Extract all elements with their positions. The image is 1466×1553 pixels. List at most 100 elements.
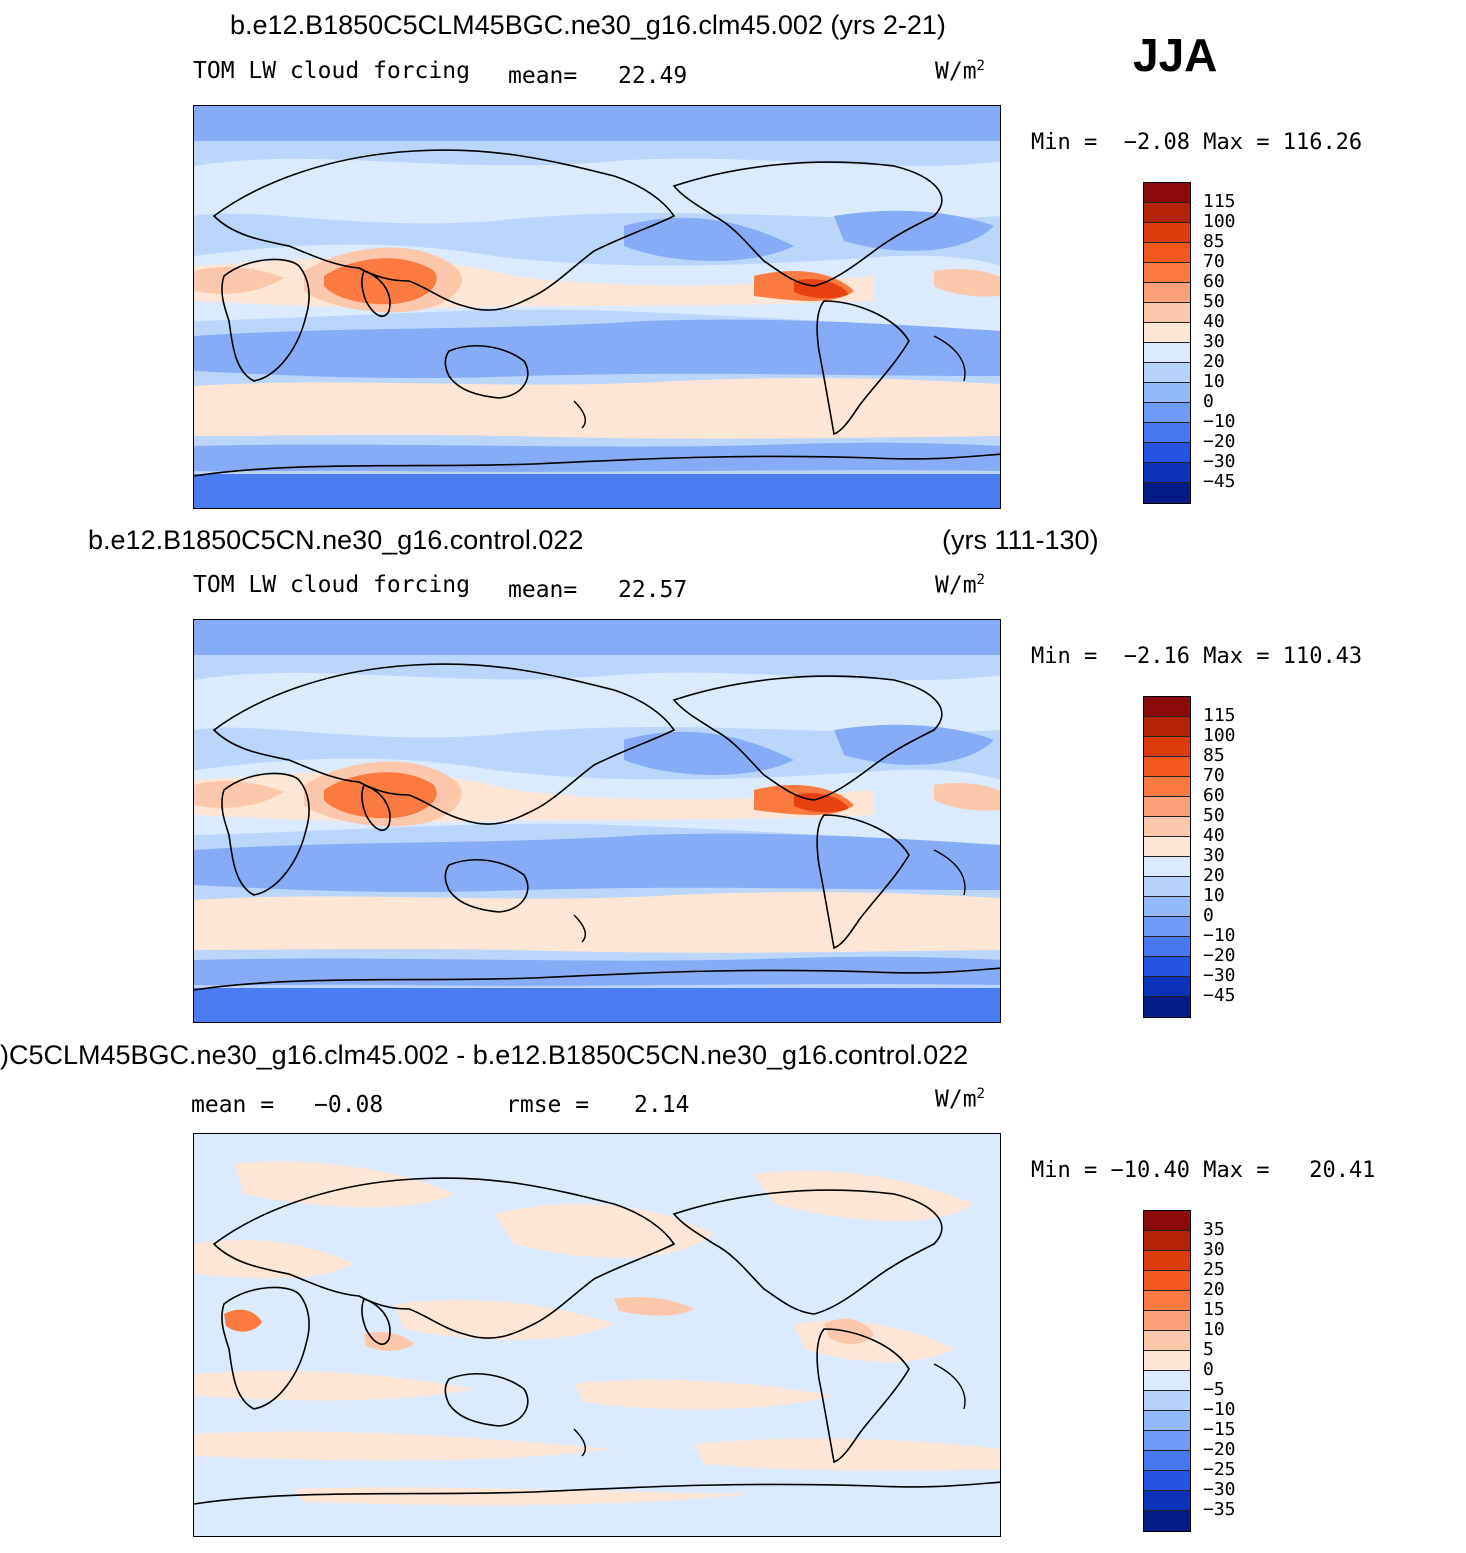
max-label: Max =	[1203, 1158, 1270, 1183]
colorbar-tick-label: 70	[1203, 765, 1225, 786]
colorbar-tick-label: −20	[1203, 945, 1236, 966]
colorbar-tick-label: 30	[1203, 845, 1225, 866]
colorbar-tick-label: 10	[1203, 885, 1225, 906]
colorbar-swatch	[1144, 717, 1190, 737]
colorbar-swatch	[1144, 483, 1190, 503]
colorbar-tick-label: 20	[1203, 1279, 1225, 1300]
colorbar-swatch	[1144, 243, 1190, 263]
colorbar-swatch	[1144, 1271, 1190, 1291]
colorbar-swatch	[1144, 817, 1190, 837]
colorbar-swatch	[1144, 403, 1190, 423]
colorbar-tick-label: −45	[1203, 471, 1236, 492]
panel-3-units: W/m2	[935, 1086, 985, 1113]
colorbar-tick-label: 30	[1203, 331, 1225, 352]
colorbar-swatch	[1144, 383, 1190, 403]
colorbar-swatch	[1144, 897, 1190, 917]
colorbar-swatch	[1144, 997, 1190, 1017]
colorbar-swatch	[1144, 363, 1190, 383]
colorbar-tick-label: −20	[1203, 1439, 1236, 1460]
colorbar-swatch	[1144, 303, 1190, 323]
max-label: Max =	[1203, 130, 1270, 155]
colorbar-tick-label: 115	[1203, 705, 1236, 726]
colorbar-tick-label: −30	[1203, 451, 1236, 472]
panel-3-colorbar	[1143, 1210, 1191, 1532]
colorbar-tick-label: 20	[1203, 865, 1225, 886]
colorbar-tick-label: −45	[1203, 985, 1236, 1006]
colorbar-tick-label: 40	[1203, 825, 1225, 846]
colorbar-swatch	[1144, 757, 1190, 777]
colorbar-swatch	[1144, 1411, 1190, 1431]
panel-2-mean-value: 22.57	[618, 577, 688, 603]
colorbar-tick-label: 100	[1203, 725, 1236, 746]
map-canvas	[194, 1134, 1000, 1536]
season-label: JJA	[1133, 29, 1218, 81]
min-label: Min =	[1031, 1158, 1098, 1183]
colorbar-swatch	[1144, 1511, 1190, 1531]
colorbar-tick-label: 35	[1203, 1219, 1225, 1240]
colorbar-swatch	[1144, 203, 1190, 223]
colorbar-tick-label: 70	[1203, 251, 1225, 272]
min-label: Min =	[1031, 130, 1098, 155]
colorbar-swatch	[1144, 797, 1190, 817]
colorbar-swatch	[1144, 1331, 1190, 1351]
colorbar-tick-label: 85	[1203, 745, 1225, 766]
max-value: 116.26	[1282, 130, 1363, 155]
colorbar-swatch	[1144, 1351, 1190, 1371]
colorbar-tick-label: 50	[1203, 291, 1225, 312]
map-canvas	[194, 106, 1000, 508]
panel-2-units: W/m2	[935, 572, 985, 599]
colorbar-tick-label: 60	[1203, 785, 1225, 806]
max-value: 110.43	[1282, 644, 1363, 669]
colorbar-swatch	[1144, 1371, 1190, 1391]
panel-2-mean-label: mean=	[508, 577, 578, 603]
colorbar-tick-label: −25	[1203, 1459, 1236, 1480]
colorbar-tick-label: 10	[1203, 1319, 1225, 1340]
panel-3-mean-label: mean =	[191, 1092, 275, 1118]
colorbar-tick-label: −20	[1203, 431, 1236, 452]
colorbar-swatch	[1144, 917, 1190, 937]
panel-1-title: b.e12.B1850C5CLM45BGC.ne30_g16.clm45.002…	[230, 10, 946, 40]
colorbar-tick-label: 5	[1203, 1339, 1214, 1360]
colorbar-swatch	[1144, 1491, 1190, 1511]
panel-2-field: TOM LW cloud forcing	[193, 572, 470, 598]
colorbar-swatch	[1144, 1311, 1190, 1331]
colorbar-swatch	[1144, 1251, 1190, 1271]
colorbar-tick-label: 30	[1203, 1239, 1225, 1260]
colorbar-tick-label: 50	[1203, 805, 1225, 826]
panel-2-title: b.e12.B1850C5CN.ne30_g16.control.022	[88, 525, 584, 555]
colorbar-swatch	[1144, 1391, 1190, 1411]
colorbar-swatch	[1144, 837, 1190, 857]
colorbar-swatch	[1144, 737, 1190, 757]
panel-1-map	[193, 105, 1001, 509]
colorbar-tick-label: 40	[1203, 311, 1225, 332]
colorbar-tick-label: 85	[1203, 231, 1225, 252]
colorbar-swatch	[1144, 1291, 1190, 1311]
colorbar-tick-label: −30	[1203, 1479, 1236, 1500]
colorbar-swatch	[1144, 1211, 1190, 1231]
colorbar-swatch	[1144, 263, 1190, 283]
colorbar-swatch	[1144, 697, 1190, 717]
colorbar-tick-label: −5	[1203, 1379, 1225, 1400]
min-value: −2.16	[1123, 644, 1190, 669]
colorbar-swatch	[1144, 283, 1190, 303]
panel-1-mean-label: mean=	[508, 63, 578, 89]
colorbar-swatch	[1144, 957, 1190, 977]
colorbar-swatch	[1144, 857, 1190, 877]
panel-3-minmax: Min = −10.40 Max = 20.41	[1031, 1158, 1375, 1183]
colorbar-swatch	[1144, 977, 1190, 997]
colorbar-swatch	[1144, 877, 1190, 897]
colorbar-tick-label: 0	[1203, 905, 1214, 926]
colorbar-swatch	[1144, 777, 1190, 797]
colorbar-swatch	[1144, 1471, 1190, 1491]
colorbar-swatch	[1144, 1231, 1190, 1251]
panel-2-colorbar-labels: 115 100 85 70 60 50 40 30 20 10 0 −10 −20 −30 −45	[1203, 706, 1236, 1006]
colorbar-swatch	[1144, 1431, 1190, 1451]
min-value: −2.08	[1123, 130, 1190, 155]
max-label: Max =	[1203, 644, 1270, 669]
colorbar-tick-label: 60	[1203, 271, 1225, 292]
max-value: 20.41	[1309, 1158, 1376, 1183]
colorbar-swatch	[1144, 223, 1190, 243]
colorbar-tick-label: 10	[1203, 371, 1225, 392]
colorbar-swatch	[1144, 1451, 1190, 1471]
min-label: Min =	[1031, 644, 1098, 669]
